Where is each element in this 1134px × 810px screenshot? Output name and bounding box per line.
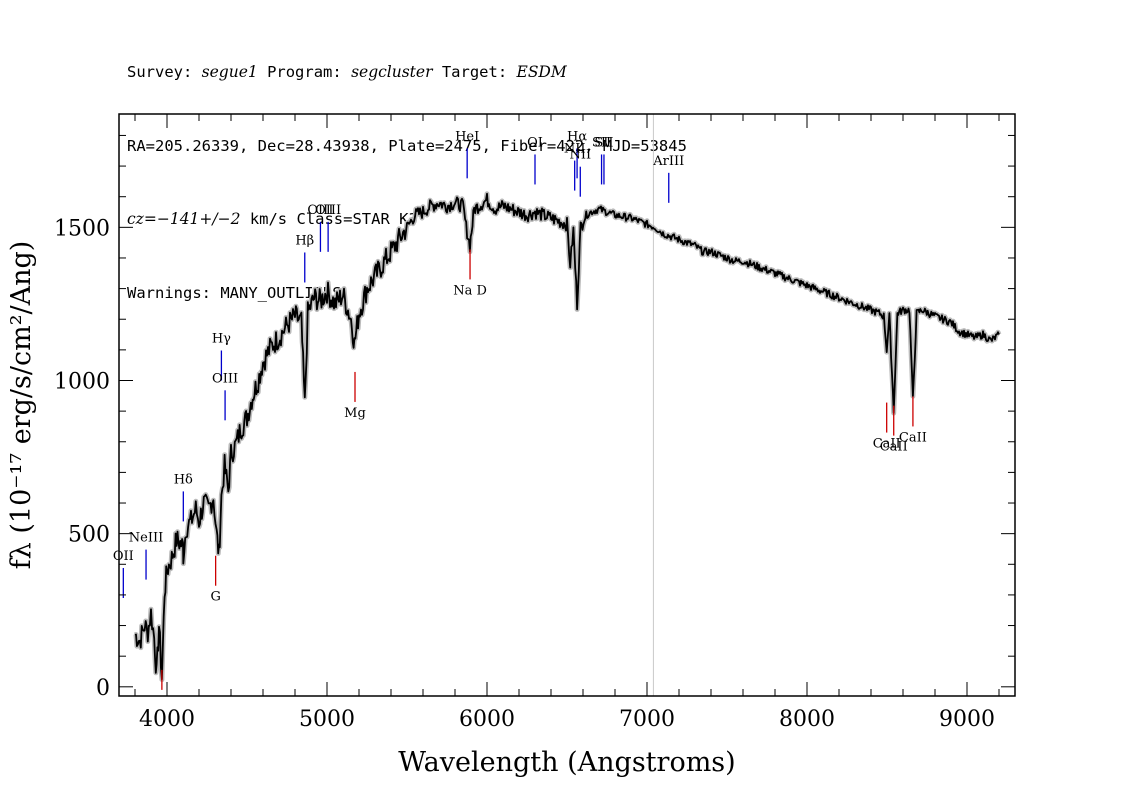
cz-value: −141+/−2 [156, 210, 241, 228]
absorption-line-1-label: Na D [453, 283, 487, 298]
x-tick-label: 5000 [299, 707, 355, 732]
x-tick-label: 7000 [619, 707, 675, 732]
plot-frame [118, 113, 1016, 697]
absorption-line-0-label: G [210, 590, 220, 605]
emission-line-9-label: OI [527, 135, 543, 150]
spectrum-error-band [133, 191, 1002, 682]
x-tick-label: 4000 [139, 707, 195, 732]
target-label: Target: [432, 63, 517, 81]
x-tick-label: 8000 [779, 707, 835, 732]
survey-label: Survey: [127, 63, 202, 81]
emission-line-10-label: NII [564, 142, 586, 157]
emission-line-0-label: OII [113, 549, 134, 564]
emission-line-7-label: OIII [315, 203, 341, 218]
emission-line-12-label: NII [569, 148, 591, 163]
y-tick-label: 1500 [54, 216, 110, 241]
y-axis: 0 500 1000 1500 [54, 134, 1015, 701]
y-tick-label: 1000 [54, 369, 110, 394]
program-value: segcluster [351, 63, 433, 81]
absorption-line-5-label: CaII [899, 430, 927, 445]
spectrum-line [134, 192, 1000, 681]
survey-value: segue1 [201, 63, 258, 81]
program-label: Program: [257, 63, 352, 81]
absorption-line-4-label: CaII [880, 440, 908, 455]
emission-line-3-label: Hγ [212, 331, 231, 346]
emission-line-13-label: SII [592, 135, 611, 150]
y-tick-label: 500 [68, 523, 110, 548]
absorption-line-2-label: Mg [344, 406, 366, 421]
y-axis-label: fλ (10⁻¹⁷ erg/s/cm²/Ang) [6, 241, 37, 570]
emission-line-11-label: Hα [567, 129, 587, 144]
header-line-coords: RA=205.26339, Dec=28.43938, Plate=2475, … [127, 136, 687, 155]
emission-line-5-label: Hβ [295, 233, 314, 248]
cz-label: cz= [127, 210, 157, 228]
emission-line-14-label: SII [594, 135, 613, 150]
absorption-line-3-label: CaII [873, 437, 901, 452]
emission-line-1-label: NeIII [129, 531, 163, 546]
y-tick-label: 0 [96, 676, 110, 701]
emission-line-4-label: OIII [212, 371, 238, 386]
emission-line-2-label: Hδ [174, 472, 193, 487]
emission-line-6-label: OIII [307, 203, 333, 218]
x-axis-label: Wavelength (Angstroms) [398, 747, 735, 778]
x-axis: 4000 5000 6000 7000 8000 9000 [134, 114, 1000, 732]
emission-line-8-label: HeI [455, 129, 479, 144]
plot-area [122, 114, 1002, 696]
emission-line-15-label: ArIII [652, 154, 684, 169]
x-tick-label: 6000 [459, 707, 515, 732]
header-line-survey: Survey: segue1 Program: segcluster Targe… [127, 60, 687, 85]
x-tick-label: 9000 [939, 707, 995, 732]
target-value: ESDM [516, 63, 567, 81]
